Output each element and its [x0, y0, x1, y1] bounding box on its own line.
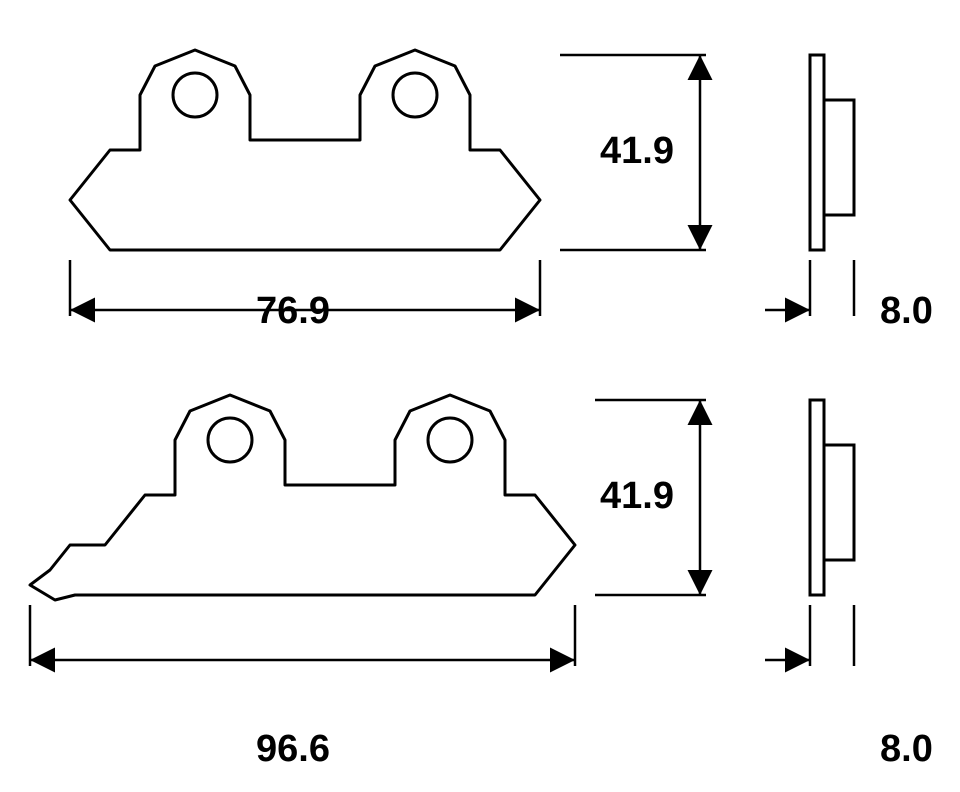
pad-top-side — [810, 55, 854, 250]
dim-label-top-thick: 8.0 — [880, 290, 933, 333]
pad-top-front — [70, 50, 540, 250]
pad-bottom-front — [30, 395, 575, 600]
dim-label-bot-width: 96.6 — [256, 728, 330, 771]
diagram-canvas: 41.9 76.9 8.0 41.9 96.6 8.0 — [0, 0, 960, 792]
diagram-svg — [0, 0, 960, 792]
dim-label-bot-height: 41.9 — [600, 475, 674, 518]
dim-label-bot-thick: 8.0 — [880, 728, 933, 771]
dim-label-top-height: 41.9 — [600, 130, 674, 173]
pad-bottom-side — [810, 400, 854, 595]
dim-label-top-width: 76.9 — [256, 290, 330, 333]
